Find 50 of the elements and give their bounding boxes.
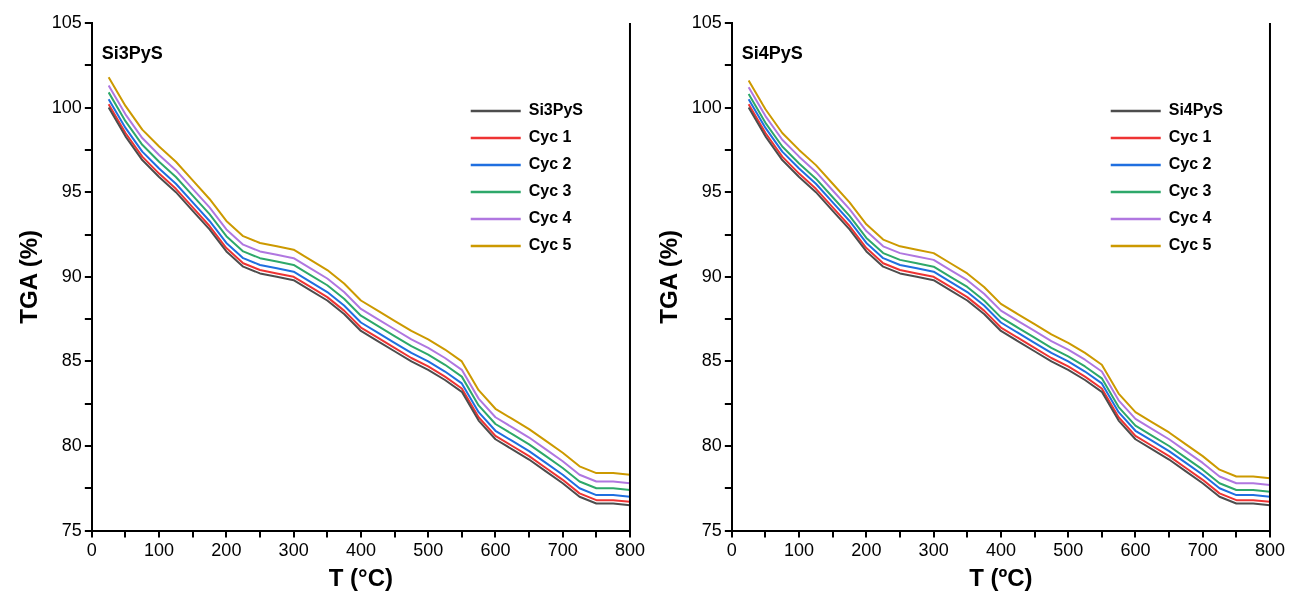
- y-tick-label: 75: [61, 519, 82, 540]
- legend-label: Cyc 5: [1168, 236, 1212, 254]
- legend-label: Cyc 1: [528, 128, 572, 146]
- y-tick-label: 95: [61, 181, 82, 202]
- x-tick-label: 200: [851, 540, 882, 561]
- x-tick-label: 400: [345, 540, 376, 561]
- y-tick-label: 100: [691, 96, 722, 117]
- x-tick-label: 600: [1120, 540, 1151, 561]
- x-axis-title: T (ºC): [969, 564, 1033, 592]
- text: Si3PyS: [101, 42, 163, 63]
- legend-label: Si3PyS: [528, 101, 584, 119]
- x-tick-label: 800: [614, 540, 646, 561]
- x-tick-label: 100: [784, 540, 815, 561]
- legend-label: Cyc 2: [528, 155, 572, 173]
- legend-label: Cyc 4: [528, 209, 572, 227]
- legend-label: Cyc 2: [1168, 155, 1212, 173]
- y-tick-label: 90: [701, 265, 722, 286]
- legend-label: Cyc 4: [1168, 209, 1212, 227]
- y-axis-title: TGA (%): [15, 229, 43, 324]
- y-tick-label: 80: [61, 434, 82, 455]
- legend-label: Cyc 3: [1168, 182, 1212, 200]
- y-tick-label: 75: [701, 519, 722, 540]
- x-tick-label: 500: [413, 540, 444, 561]
- y-axis-title: TGA (%): [655, 229, 683, 324]
- x-tick-label: 700: [547, 540, 578, 561]
- x-tick-label: 500: [1053, 540, 1084, 561]
- legend-label: Si4PyS: [1168, 101, 1224, 119]
- x-tick-label: 0: [86, 540, 97, 561]
- x-tick-label: 300: [918, 540, 949, 561]
- y-tick-label: 85: [61, 350, 82, 371]
- x-tick-label: 700: [1187, 540, 1218, 561]
- legend-label: Cyc 5: [528, 236, 572, 254]
- y-tick-label: 100: [51, 96, 82, 117]
- y-tick-label: 95: [701, 181, 722, 202]
- legend-label: Cyc 3: [528, 182, 572, 200]
- x-tick-label: 300: [278, 540, 309, 561]
- y-tick-label: 105: [51, 11, 82, 32]
- x-tick-label: 600: [480, 540, 511, 561]
- legend-label: Cyc 1: [1168, 128, 1212, 146]
- y-tick-label: 105: [691, 11, 722, 32]
- x-tick-label: 200: [211, 540, 242, 561]
- y-tick-label: 85: [701, 350, 722, 371]
- x-tick-label: 100: [144, 540, 175, 561]
- y-tick-label: 80: [701, 434, 722, 455]
- x-tick-label: 800: [1254, 540, 1286, 561]
- x-tick-label: 400: [985, 540, 1016, 561]
- text: Si4PyS: [741, 42, 803, 63]
- x-axis-title: T (°C): [328, 564, 394, 592]
- y-tick-label: 90: [61, 265, 82, 286]
- x-tick-label: 0: [726, 540, 737, 561]
